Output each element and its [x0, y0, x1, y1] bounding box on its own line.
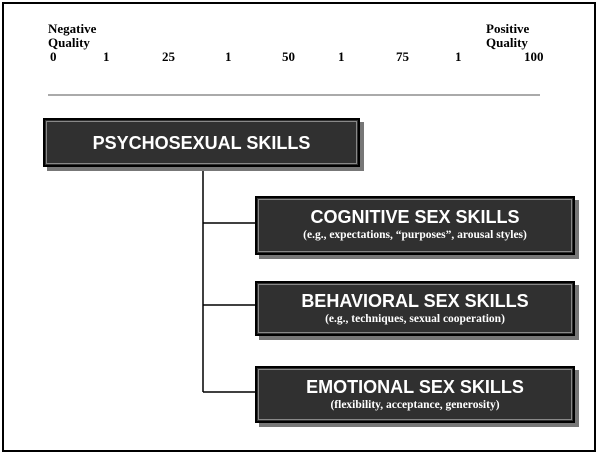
scale-tick: 75	[396, 49, 409, 64]
left-label: Negative Quality	[48, 21, 97, 50]
tree-lines	[202, 167, 255, 393]
node-title: BEHAVIORAL SEX SKILLS	[301, 291, 529, 311]
child-box: COGNITIVE SEX SKILLS (e.g., expectations…	[255, 196, 575, 255]
scale-tick: 0	[50, 49, 57, 64]
node-subtitle: (flexibility, acceptance, generosity)	[330, 399, 500, 411]
scale-tick: 1	[225, 49, 232, 64]
child-box: EMOTIONAL SEX SKILLS (flexibility, accep…	[255, 366, 575, 423]
scale-tick: 1	[103, 49, 110, 64]
child-box: BEHAVIORAL SEX SKILLS (e.g., techniques,…	[255, 281, 575, 336]
scale-tick: 25	[162, 49, 175, 64]
scale-tick: 1	[455, 49, 462, 64]
node-subtitle: (e.g., expectations, “purposes”, arousal…	[303, 229, 527, 241]
scale-tick: 1	[338, 49, 345, 64]
scale-tick: 50	[282, 49, 295, 64]
node-title: PSYCHOSEXUAL SKILLS	[92, 133, 311, 153]
right-label: Positive Quality	[486, 21, 530, 50]
root-box: PSYCHOSEXUAL SKILLS	[43, 118, 360, 167]
connectors	[48, 94, 540, 393]
node-title: COGNITIVE SEX SKILLS	[310, 207, 520, 227]
scale-tick: 100	[524, 49, 544, 64]
node-title: EMOTIONAL SEX SKILLS	[306, 377, 524, 397]
node-subtitle: (e.g., techniques, sexual cooperation)	[325, 313, 505, 325]
